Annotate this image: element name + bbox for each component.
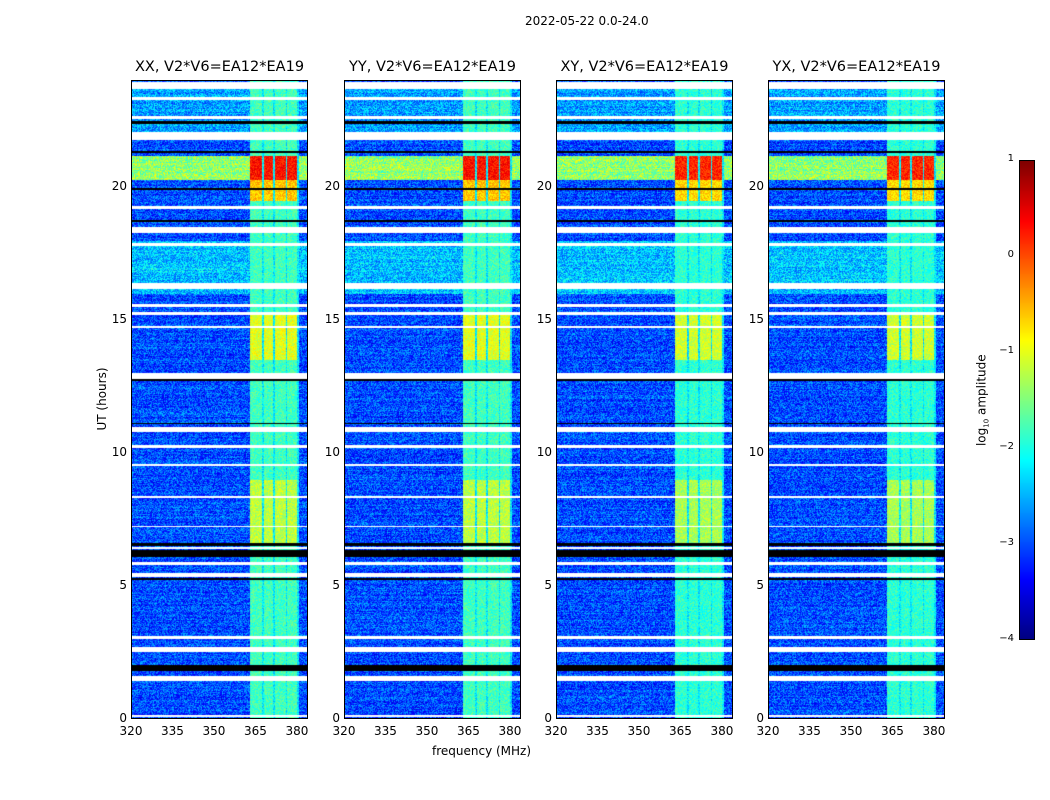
- colorbar-tick-label: 1: [1007, 153, 1014, 164]
- panel-title: XX, V2*V6=EA12*EA19: [134, 59, 305, 75]
- x-tick-label: 380: [498, 724, 522, 738]
- y-tick-label: 20: [111, 178, 127, 193]
- y-tick-label: 15: [536, 311, 552, 326]
- y-tick-label: 10: [111, 444, 127, 459]
- colorbar-label-rest: amplitude: [974, 354, 989, 419]
- x-axis-label: frequency (MHz): [432, 744, 532, 758]
- colorbar-label: log10 amplitude: [974, 343, 990, 458]
- x-tick-label: 320: [756, 724, 780, 738]
- spectrogram-image: [132, 81, 307, 718]
- y-tick-label: 20: [536, 178, 552, 193]
- panel-title: YY, V2*V6=EA12*EA19: [349, 59, 516, 75]
- suptitle: 2022-05-22 0.0-24.0: [525, 14, 649, 28]
- x-tick-label: 335: [374, 724, 397, 738]
- spectrogram-panel-2: [556, 80, 733, 719]
- y-tick-label: 5: [332, 577, 340, 592]
- y-tick-label: 10: [748, 444, 764, 459]
- y-tick-label: 20: [748, 178, 764, 193]
- x-tick-label: 335: [586, 724, 609, 738]
- spectrogram-panel-0: [131, 80, 308, 719]
- colorbar-tick-label: −2: [999, 441, 1014, 452]
- colorbar-tick-label: −1: [999, 345, 1014, 356]
- colorbar-label-main: log: [974, 427, 989, 447]
- y-tick-label: 10: [324, 444, 340, 459]
- spectrogram-image: [557, 81, 732, 718]
- y-tick-label: 20: [324, 178, 340, 193]
- x-tick-label: 380: [922, 724, 946, 738]
- y-tick-label: 5: [119, 577, 127, 592]
- x-tick-label: 335: [798, 724, 821, 738]
- colorbar-tick-label: −4: [999, 633, 1014, 644]
- x-tick-label: 380: [710, 724, 734, 738]
- spectrogram-image: [769, 81, 944, 718]
- colorbar: [1019, 160, 1035, 640]
- panel-title: XY, V2*V6=EA12*EA19: [560, 59, 729, 75]
- y-tick-label: 15: [748, 311, 764, 326]
- y-tick-label: 10: [536, 444, 552, 459]
- x-tick-label: 320: [332, 724, 356, 738]
- panel-title: YX, V2*V6=EA12*EA19: [772, 59, 941, 75]
- y-tick-label: 15: [111, 311, 127, 326]
- y-tick-label: 15: [324, 311, 340, 326]
- spectrogram-panel-3: [768, 80, 945, 719]
- y-tick-label: 5: [544, 577, 552, 592]
- x-tick-label: 350: [415, 724, 439, 738]
- x-tick-label: 365: [881, 724, 904, 738]
- y-tick-label: 0: [119, 711, 127, 725]
- y-axis-label: UT (hours): [95, 367, 109, 431]
- y-tick-label: 0: [332, 711, 340, 725]
- x-tick-label: 380: [285, 724, 309, 738]
- y-tick-label: 5: [756, 577, 764, 592]
- x-tick-label: 365: [669, 724, 692, 738]
- x-tick-label: 350: [839, 724, 863, 738]
- spectrogram-image: [345, 81, 520, 718]
- x-tick-label: 365: [244, 724, 267, 738]
- colorbar-tick-label: −3: [999, 537, 1014, 548]
- spectrogram-panel-1: [344, 80, 521, 719]
- x-tick-label: 365: [457, 724, 480, 738]
- colorbar-gradient: [1020, 161, 1034, 639]
- x-tick-label: 335: [161, 724, 184, 738]
- x-tick-label: 320: [119, 724, 143, 738]
- x-tick-label: 350: [202, 724, 226, 738]
- colorbar-tick-label: 0: [1007, 249, 1014, 260]
- y-tick-label: 0: [544, 711, 552, 725]
- y-tick-label: 0: [756, 711, 764, 725]
- x-tick-label: 350: [627, 724, 651, 738]
- x-tick-label: 320: [544, 724, 568, 738]
- colorbar-label-sub: 10: [982, 418, 991, 428]
